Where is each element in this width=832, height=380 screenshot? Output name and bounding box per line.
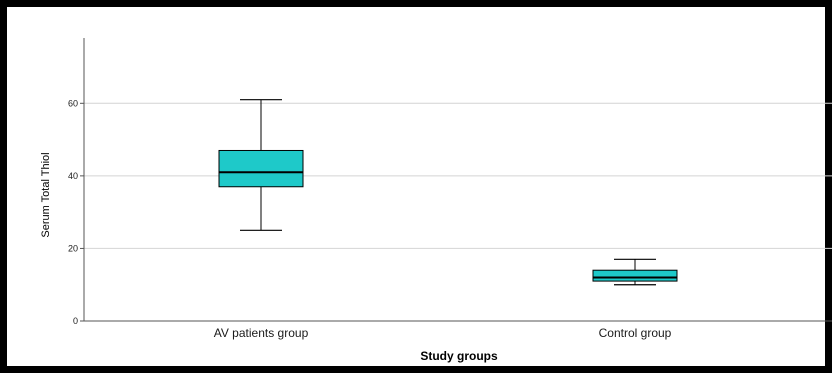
y-tick-label: 40	[68, 171, 78, 181]
y-tick-labels: 0 20 40 60	[68, 98, 78, 326]
y-tick-label: 0	[73, 316, 78, 326]
x-category-label: AV patients group	[214, 326, 309, 340]
y-axis-label: Serum Total Thiol	[40, 152, 52, 237]
iqr-box	[592, 269, 678, 282]
grid-lines	[84, 102, 832, 249]
boxes	[218, 99, 678, 286]
box-plot-chart: 0 20 40 60 AV patients group Control group S…	[40, 38, 832, 363]
x-category-label: Control group	[599, 326, 672, 340]
axes	[80, 38, 832, 322]
x-category-labels: AV patients group Control group	[214, 326, 672, 340]
iqr-box	[218, 149, 304, 188]
y-tick-label: 60	[68, 98, 78, 108]
x-axis-label: Study groups	[420, 349, 498, 363]
y-tick-label: 20	[68, 243, 78, 253]
